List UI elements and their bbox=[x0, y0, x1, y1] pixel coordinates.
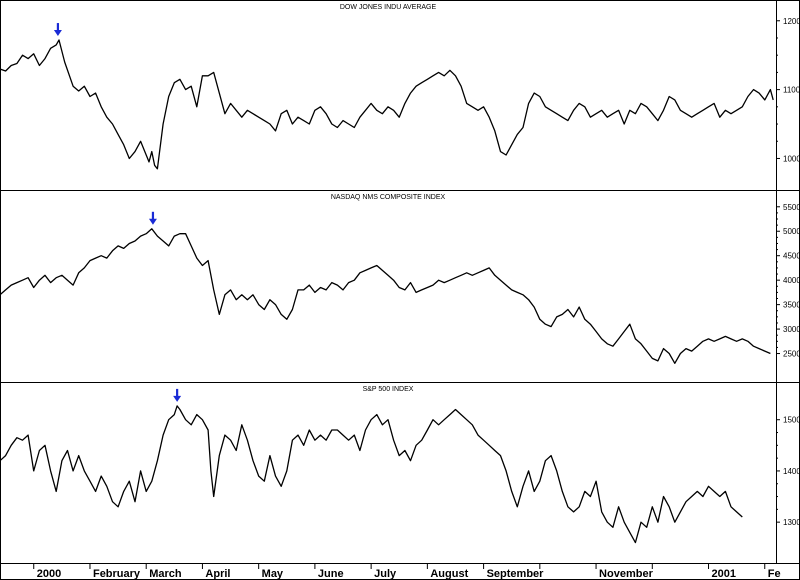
x-tick-label: August bbox=[430, 568, 468, 580]
panel-1: DOW JONES INDU AVERAGE 10000 11000 12000 bbox=[0, 4, 800, 170]
x-tick-label: 2000 bbox=[37, 568, 61, 580]
y-tick-label: 12000 bbox=[783, 17, 800, 26]
x-tick-label: July bbox=[374, 568, 397, 580]
x-tick-label: June bbox=[318, 568, 344, 580]
y-tick-label: 1400 bbox=[783, 467, 800, 476]
x-tick-label: May bbox=[262, 568, 284, 580]
y-tick-label: 10000 bbox=[783, 154, 800, 163]
y-tick-label: 4500 bbox=[783, 252, 800, 261]
y-tick-label: 3500 bbox=[783, 301, 800, 310]
y-tick-label: 3000 bbox=[783, 325, 800, 334]
y-tick-label: 5000 bbox=[783, 227, 800, 236]
x-tick-label: Fe bbox=[768, 568, 781, 580]
y-tick-label: 5500 bbox=[783, 203, 800, 212]
series-line bbox=[0, 39, 774, 170]
panel-2: NASDAQ NMS COMPOSITE INDEX 2500 3000 3500 40… bbox=[0, 194, 800, 364]
panel-title: NASDAQ NMS COMPOSITE INDEX bbox=[331, 194, 446, 201]
series-line bbox=[0, 228, 771, 364]
y-tick-label: 11000 bbox=[783, 86, 800, 95]
x-tick-label: November bbox=[599, 568, 654, 580]
x-tick-label: 2001 bbox=[712, 568, 736, 580]
peak-arrow-icon bbox=[148, 211, 157, 225]
x-tick-label: September bbox=[487, 568, 545, 580]
panel-title: DOW JONES INDU AVERAGE bbox=[340, 4, 437, 11]
series-line bbox=[0, 405, 743, 544]
panel-3: S&P 500 INDEX 1300 1400 1500 bbox=[0, 386, 800, 544]
y-tick-label: 1500 bbox=[783, 416, 800, 425]
x-tick-label: February bbox=[93, 568, 141, 580]
y-tick-label: 1300 bbox=[783, 518, 800, 527]
panel-layers: DOW JONES INDU AVERAGE 10000 11000 12000 NAS… bbox=[0, 4, 800, 544]
x-tick-label: April bbox=[205, 568, 230, 580]
peak-arrow-icon bbox=[173, 388, 182, 402]
peak-arrow-icon bbox=[53, 23, 62, 37]
x-tick-label: March bbox=[149, 568, 182, 580]
y-tick-label: 4000 bbox=[783, 276, 800, 285]
x-axis: 2000 February March April May June July August S… bbox=[33, 563, 781, 580]
panel-title: S&P 500 INDEX bbox=[363, 386, 414, 393]
y-tick-label: 2500 bbox=[783, 350, 800, 359]
